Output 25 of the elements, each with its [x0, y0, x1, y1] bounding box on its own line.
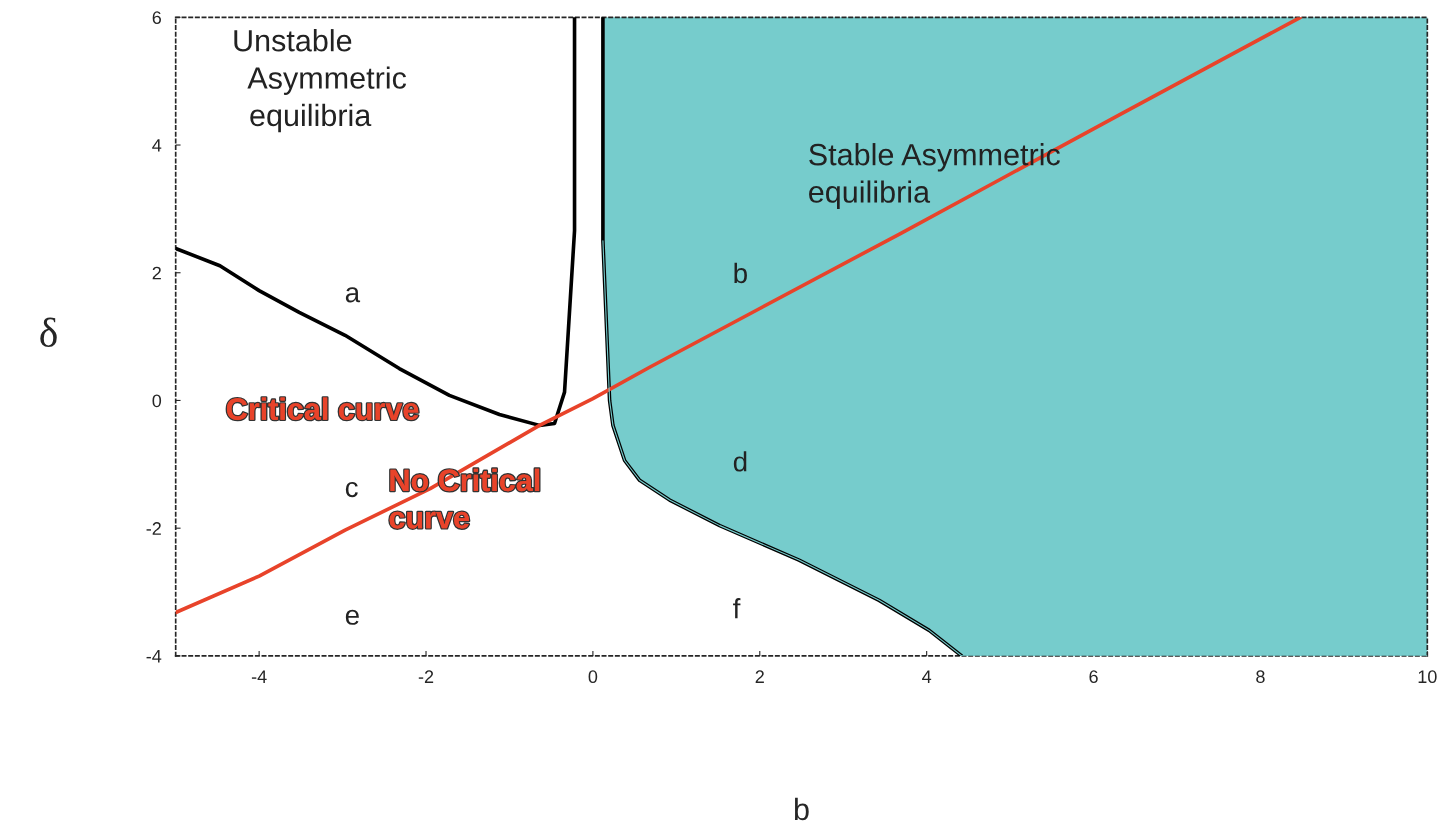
annotation: d: [733, 451, 747, 472]
y-tick-label: -2: [146, 522, 161, 535]
y-tick-label: 2: [152, 266, 161, 280]
x-tick-label: -4: [251, 670, 267, 683]
x-tick-label: 8: [1256, 670, 1265, 684]
x-tick-label: 6: [1089, 670, 1098, 684]
x-tick-label: 2: [755, 670, 764, 683]
annotation: f: [733, 598, 741, 619]
x-axis-title: b: [794, 797, 809, 821]
annotation: Unstable Asymmetric equilibria: [234, 29, 407, 133]
y-tick-label: 4: [152, 139, 162, 152]
annotation: No Critical curve: [389, 468, 540, 529]
y-tick-label: 6: [152, 11, 162, 25]
x-tick-label: 0: [588, 670, 598, 684]
y-tick-label: 0: [152, 394, 162, 408]
annotation: a: [345, 287, 361, 303]
x-tick-label: 4: [922, 670, 932, 683]
y-axis-title: δ: [40, 317, 57, 348]
annotation: e: [345, 609, 359, 625]
x-tick-label: 10: [1418, 670, 1437, 684]
annotation: Critical curve: [227, 397, 419, 420]
x-tick-label: -2: [418, 670, 434, 683]
annotation: c: [345, 481, 358, 498]
y-tick-label: -4: [146, 650, 162, 663]
annotation: b: [734, 262, 747, 284]
